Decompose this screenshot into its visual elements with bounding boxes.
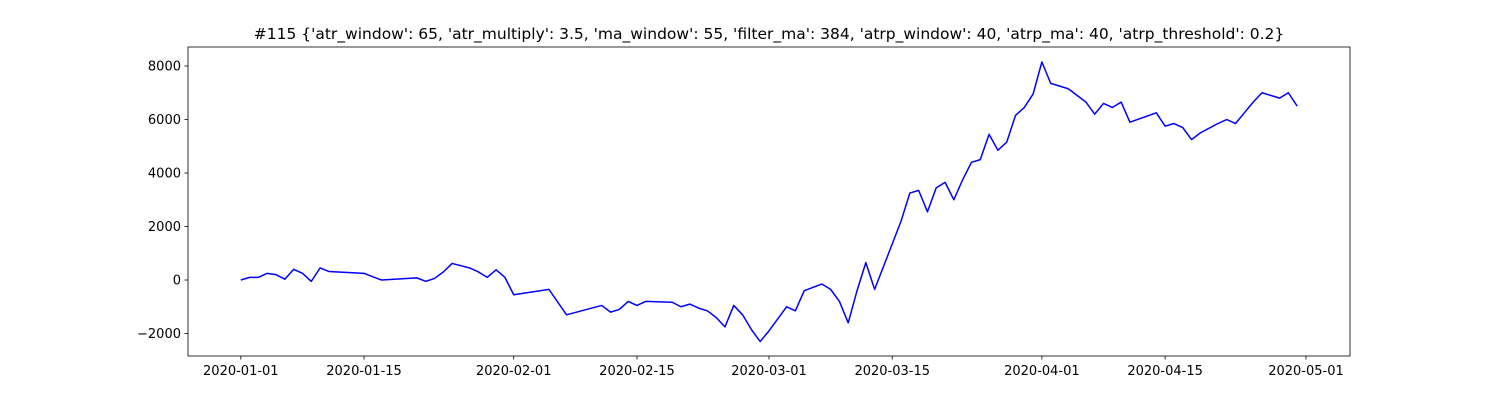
- y-tick-label: 2000: [148, 220, 181, 235]
- x-tick-label: 2020-01-15: [326, 364, 402, 379]
- x-tick-label: 2020-02-15: [599, 364, 675, 379]
- x-tick-label: 2020-05-01: [1268, 364, 1344, 379]
- y-tick-label: 0: [173, 274, 181, 289]
- plot-frame: [187, 46, 1351, 357]
- chart-title: #115 {'atr_window': 65, 'atr_multiply': …: [254, 25, 1285, 44]
- y-tick-label: 8000: [148, 59, 181, 74]
- x-tick-label: 2020-02-01: [476, 364, 552, 379]
- data-line: [240, 61, 1298, 343]
- x-tick-label: 2020-04-01: [1004, 364, 1080, 379]
- x-tick-label: 2020-01-01: [203, 364, 279, 379]
- x-tick-label: 2020-04-15: [1127, 364, 1203, 379]
- y-tick-label: 4000: [148, 167, 181, 182]
- x-tick-label: 2020-03-15: [854, 364, 930, 379]
- y-tick-label: 6000: [148, 113, 181, 128]
- y-tick-label: −2000: [137, 327, 181, 342]
- x-tick-label: 2020-03-01: [731, 364, 807, 379]
